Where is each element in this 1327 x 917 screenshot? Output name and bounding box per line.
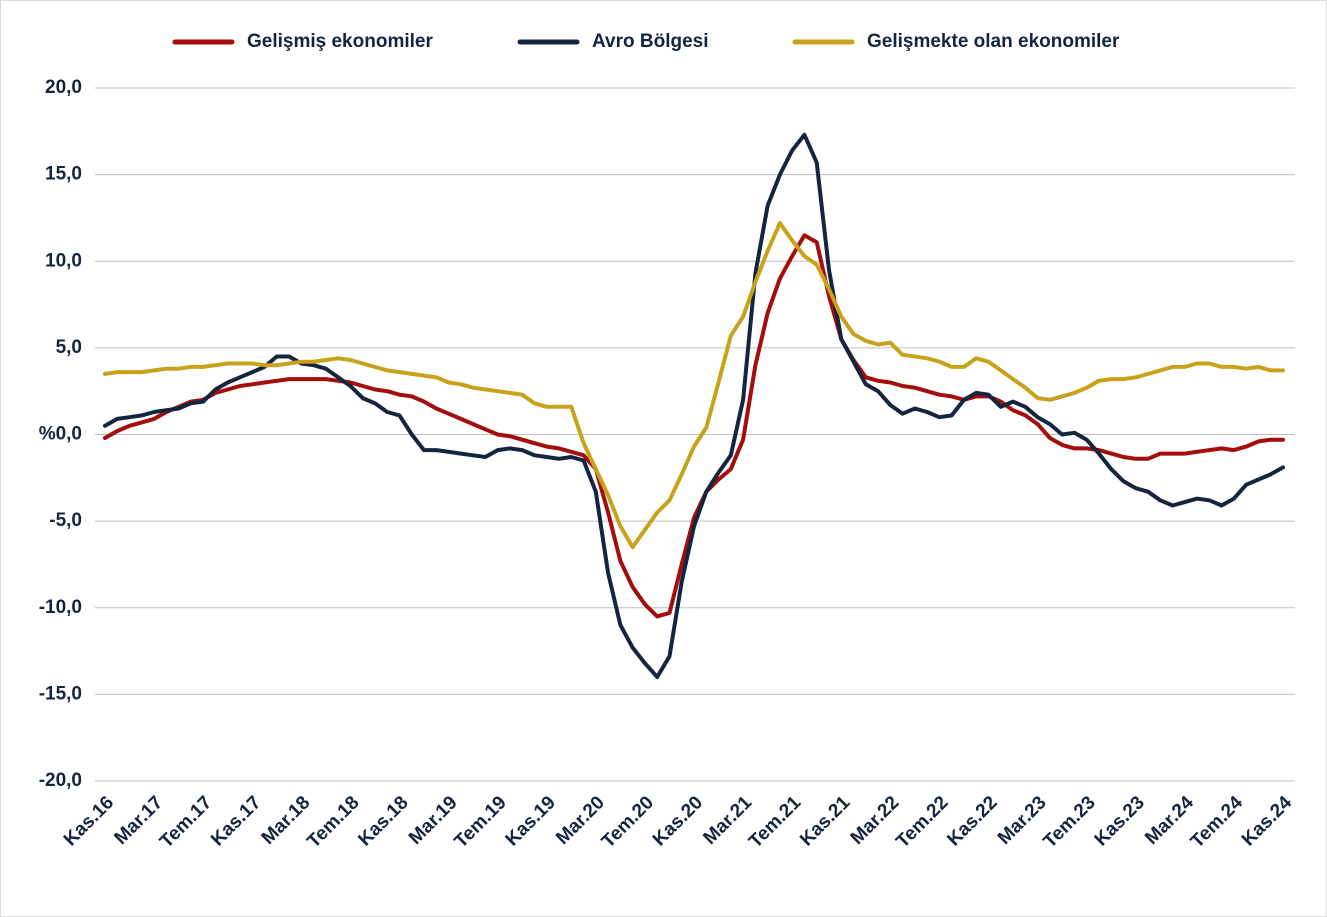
series-line (103, 221, 1285, 550)
y-tick-label: -20,0 (39, 770, 82, 791)
y-tick-label: -15,0 (39, 683, 82, 704)
legend-label: Avro Bölgesi (592, 31, 709, 52)
series-line (103, 233, 1285, 619)
legend-label: Gelişmekte olan ekonomiler (867, 31, 1120, 52)
y-tick-label: 10,0 (45, 250, 82, 271)
y-tick-label: 20,0 (45, 77, 82, 98)
y-tick-label: -10,0 (39, 597, 82, 618)
legend-label: Gelişmiş ekonomiler (247, 31, 433, 52)
y-tick-label: -5,0 (49, 510, 82, 531)
y-tick-label: 5,0 (56, 337, 82, 358)
y-tick-label: %0,0 (39, 424, 82, 445)
y-tick-label: 15,0 (45, 164, 82, 185)
